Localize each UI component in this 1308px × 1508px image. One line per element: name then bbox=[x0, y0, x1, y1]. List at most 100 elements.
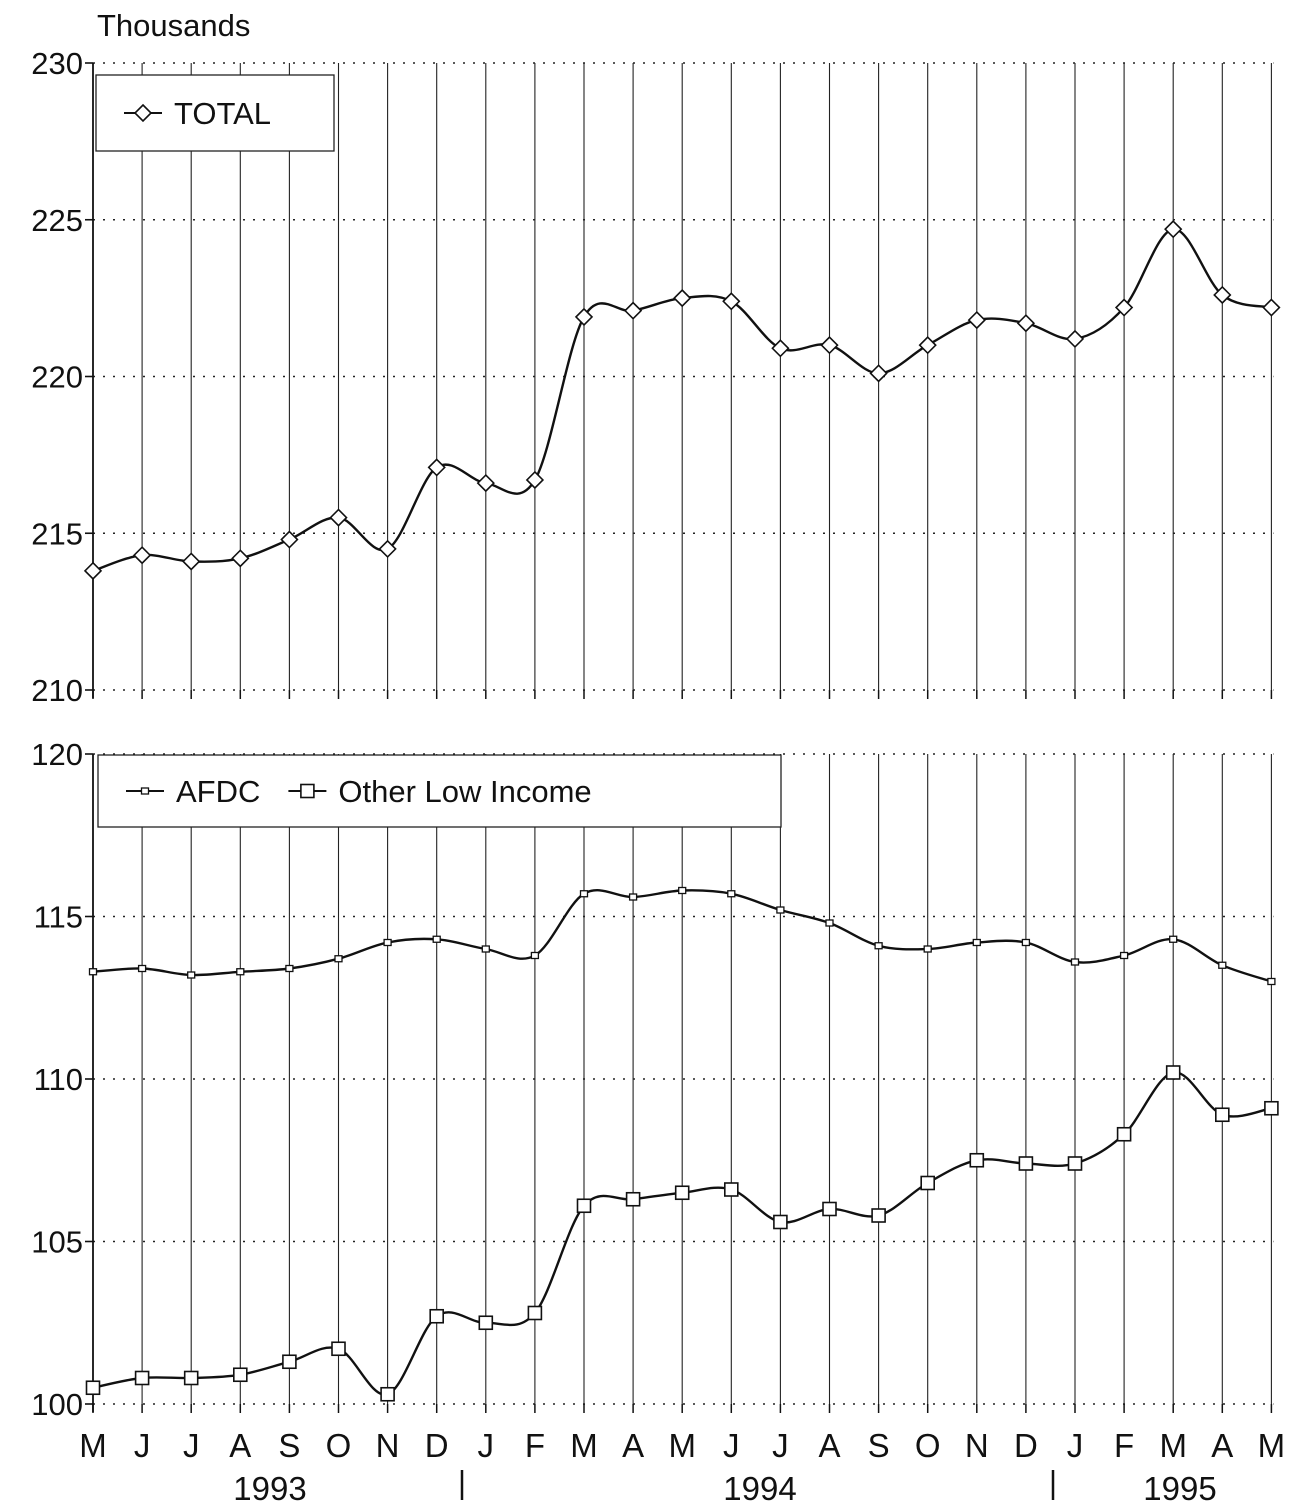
x-tick-label: N bbox=[965, 1427, 989, 1464]
data-point-small-square bbox=[334, 955, 343, 963]
year-label: 1993 bbox=[233, 1470, 306, 1503]
x-tick-label: J bbox=[1067, 1427, 1084, 1464]
legend: AFDC Other Low Income bbox=[97, 754, 782, 828]
data-point-diamond bbox=[525, 470, 545, 490]
x-tick-label: J bbox=[723, 1427, 740, 1464]
x-tick-label: O bbox=[915, 1427, 941, 1464]
data-point-square bbox=[871, 1208, 886, 1223]
data-point-diamond bbox=[132, 546, 152, 565]
data-point-diamond bbox=[673, 288, 692, 308]
legend-label: TOTAL bbox=[174, 96, 271, 131]
data-point-small-square bbox=[530, 951, 540, 960]
data-point-square bbox=[85, 1380, 101, 1396]
data-point-diamond bbox=[329, 508, 348, 527]
data-point-square bbox=[380, 1386, 395, 1402]
year-label: 1995 bbox=[1143, 1470, 1216, 1503]
data-point-small-square bbox=[1070, 958, 1080, 966]
data-point-square bbox=[1264, 1100, 1279, 1116]
data-point-square bbox=[1215, 1107, 1230, 1123]
x-tick-label: S bbox=[868, 1427, 890, 1464]
y-tick-label: 105 bbox=[31, 1225, 83, 1260]
x-tick-label: F bbox=[525, 1427, 545, 1464]
data-point-small-square bbox=[727, 890, 736, 898]
data-point-small-square bbox=[825, 919, 834, 927]
y-tick-label: 210 bbox=[31, 673, 83, 708]
data-point-square bbox=[429, 1308, 445, 1324]
legend-label: Other Low Income bbox=[338, 774, 591, 809]
data-point-small-square bbox=[1169, 935, 1178, 943]
data-point-square bbox=[1116, 1126, 1132, 1142]
data-point-square bbox=[282, 1354, 297, 1370]
data-point-diamond bbox=[1164, 220, 1183, 239]
y-tick-label: 110 bbox=[34, 1062, 83, 1097]
data-point-diamond bbox=[182, 552, 201, 571]
year-label: 1994 bbox=[723, 1470, 796, 1503]
data-point-small-square bbox=[628, 893, 638, 901]
data-point-square bbox=[773, 1214, 788, 1230]
data-point-diamond bbox=[427, 458, 446, 477]
data-point-diamond bbox=[574, 307, 594, 327]
data-point-square bbox=[576, 1198, 592, 1214]
data-point-square bbox=[822, 1201, 837, 1217]
data-point-small-square bbox=[1021, 938, 1031, 947]
data-point-diamond bbox=[771, 339, 790, 358]
data-point-small-square bbox=[874, 942, 883, 950]
data-point-diamond bbox=[918, 336, 937, 355]
data-point-square bbox=[527, 1305, 543, 1321]
data-point-small-square bbox=[923, 945, 932, 953]
data-point-small-square bbox=[187, 971, 196, 979]
x-tick-label: M bbox=[668, 1427, 696, 1464]
data-point-square bbox=[920, 1175, 936, 1191]
data-point-small-square bbox=[1267, 977, 1276, 986]
data-point-diamond bbox=[83, 561, 103, 581]
data-point-diamond bbox=[967, 310, 986, 330]
data-point-small-square bbox=[481, 945, 490, 953]
x-tick-label: D bbox=[1014, 1427, 1038, 1464]
y-tick-label: 115 bbox=[34, 900, 83, 935]
data-point-square bbox=[183, 1370, 199, 1386]
y-tick-label: 215 bbox=[31, 516, 83, 551]
legend-box bbox=[97, 754, 782, 828]
x-tick-label: S bbox=[278, 1427, 300, 1464]
unit-label: Thousands bbox=[97, 8, 250, 43]
x-tick-label: D bbox=[425, 1427, 449, 1464]
data-point-small-square bbox=[678, 886, 687, 895]
x-tick-label: J bbox=[183, 1427, 200, 1464]
y-tick-label: 220 bbox=[31, 360, 83, 395]
data-point-small-square bbox=[579, 890, 589, 898]
data-point-small-square bbox=[1119, 951, 1129, 960]
data-point-square bbox=[134, 1370, 150, 1386]
data-point-small-square bbox=[236, 968, 245, 976]
data-point-diamond bbox=[1016, 314, 1036, 333]
x-tick-label: A bbox=[622, 1427, 644, 1464]
y-tick-label: 120 bbox=[31, 737, 83, 772]
y-tick-label: 100 bbox=[31, 1387, 83, 1422]
x-tick-label: F bbox=[1114, 1427, 1134, 1464]
data-point-small-square bbox=[776, 906, 785, 914]
data-point-small-square bbox=[285, 964, 294, 973]
data-point-diamond bbox=[280, 530, 299, 549]
top-panel: Thousands 210 215 220 225 230 TOTAL bbox=[31, 8, 1281, 708]
x-tick-label: M bbox=[1258, 1427, 1286, 1464]
data-point-square bbox=[233, 1367, 248, 1383]
legend: TOTAL bbox=[95, 74, 335, 152]
data-point-square bbox=[723, 1182, 739, 1197]
x-tick-label: J bbox=[772, 1427, 789, 1464]
data-point-square bbox=[625, 1191, 641, 1207]
data-point-diamond bbox=[231, 549, 250, 568]
data-point-diamond bbox=[820, 336, 839, 355]
data-point-diamond bbox=[1114, 298, 1134, 317]
y-tick-label: 225 bbox=[31, 203, 83, 238]
legend-label: AFDC bbox=[176, 774, 260, 809]
data-point-square bbox=[1165, 1065, 1181, 1080]
x-tick-label: J bbox=[134, 1427, 151, 1464]
data-point-small-square bbox=[432, 935, 441, 943]
data-point-diamond bbox=[1213, 285, 1232, 305]
data-point-diamond bbox=[623, 301, 643, 320]
data-point-square bbox=[331, 1341, 346, 1357]
x-tick-label: M bbox=[1159, 1427, 1187, 1464]
data-point-diamond bbox=[133, 103, 153, 123]
data-point-square bbox=[674, 1185, 690, 1201]
